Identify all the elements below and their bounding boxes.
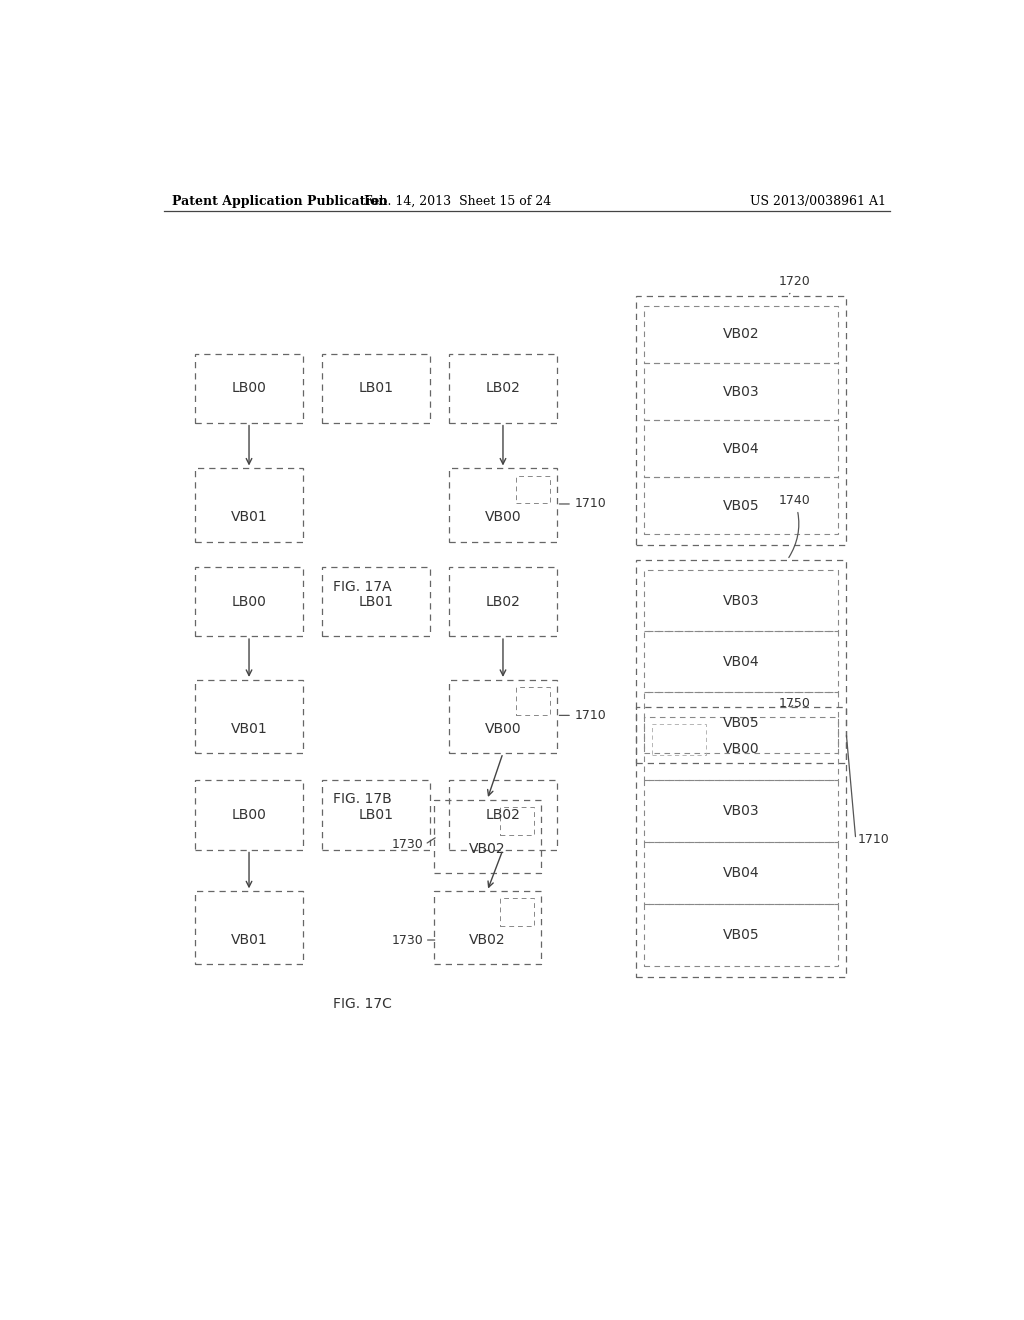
Bar [196, 780, 303, 850]
Bar [500, 899, 535, 927]
Text: VB04: VB04 [723, 655, 760, 668]
Text: VB00: VB00 [484, 722, 521, 735]
Text: FIG. 17B: FIG. 17B [333, 792, 391, 805]
Bar [644, 478, 839, 535]
Bar [644, 363, 839, 420]
Text: VB02: VB02 [469, 842, 506, 855]
Text: LB02: LB02 [485, 808, 520, 822]
Bar [323, 780, 430, 850]
Text: VB01: VB01 [230, 933, 267, 948]
Text: LB01: LB01 [358, 381, 393, 395]
Text: 1720: 1720 [778, 276, 811, 294]
Bar [450, 354, 557, 422]
Text: Feb. 14, 2013  Sheet 15 of 24: Feb. 14, 2013 Sheet 15 of 24 [364, 194, 551, 207]
Text: LB00: LB00 [231, 381, 266, 395]
Text: US 2013/0038961 A1: US 2013/0038961 A1 [750, 194, 886, 207]
Text: VB05: VB05 [723, 499, 760, 513]
Bar [516, 686, 550, 714]
Bar [196, 891, 303, 965]
Text: LB00: LB00 [231, 808, 266, 822]
Bar [433, 891, 541, 965]
Bar [450, 568, 557, 636]
Bar [644, 842, 839, 904]
Bar [644, 904, 839, 966]
Text: 1740: 1740 [778, 494, 811, 557]
Bar [636, 708, 846, 977]
Text: VB03: VB03 [723, 384, 760, 399]
Text: 1730: 1730 [391, 933, 423, 946]
Text: VB04: VB04 [723, 866, 760, 880]
Text: VB02: VB02 [723, 327, 760, 342]
Text: VB05: VB05 [723, 928, 760, 942]
Text: FIG. 17C: FIG. 17C [333, 997, 391, 1011]
Text: 1710: 1710 [858, 833, 890, 846]
Bar [644, 306, 839, 363]
Text: LB02: LB02 [485, 381, 520, 395]
Text: VB04: VB04 [723, 442, 760, 455]
Text: VB03: VB03 [723, 804, 760, 818]
Bar [323, 354, 430, 422]
Bar [644, 420, 839, 478]
Text: LB00: LB00 [231, 594, 266, 609]
Bar [196, 469, 303, 541]
Text: 1750: 1750 [778, 697, 811, 710]
Bar [644, 780, 839, 842]
Bar [652, 723, 707, 755]
Text: VB03: VB03 [723, 594, 760, 607]
Text: 1730: 1730 [391, 838, 423, 851]
Bar [196, 354, 303, 422]
Text: LB01: LB01 [358, 594, 393, 609]
Bar [516, 475, 550, 503]
Text: VB05: VB05 [723, 715, 760, 730]
Bar [644, 570, 839, 631]
Text: LB01: LB01 [358, 808, 393, 822]
Text: FIG. 17A: FIG. 17A [333, 581, 391, 594]
Text: VB00: VB00 [723, 742, 760, 755]
Text: VB02: VB02 [469, 933, 506, 948]
Text: Patent Application Publication: Patent Application Publication [172, 194, 387, 207]
Text: 1710: 1710 [559, 498, 606, 511]
Bar [433, 800, 541, 873]
Bar [644, 718, 839, 780]
Bar [450, 680, 557, 752]
Bar [196, 680, 303, 752]
Bar [500, 807, 535, 834]
Bar [323, 568, 430, 636]
Bar [636, 296, 846, 545]
Bar [644, 692, 839, 752]
Text: LB02: LB02 [485, 594, 520, 609]
Bar [450, 469, 557, 541]
Text: 1710: 1710 [559, 709, 606, 722]
Text: VB00: VB00 [484, 511, 521, 524]
Text: VB01: VB01 [230, 511, 267, 524]
Bar [450, 780, 557, 850]
Bar [636, 560, 846, 763]
Text: VB01: VB01 [230, 722, 267, 735]
Bar [196, 568, 303, 636]
Bar [644, 631, 839, 692]
